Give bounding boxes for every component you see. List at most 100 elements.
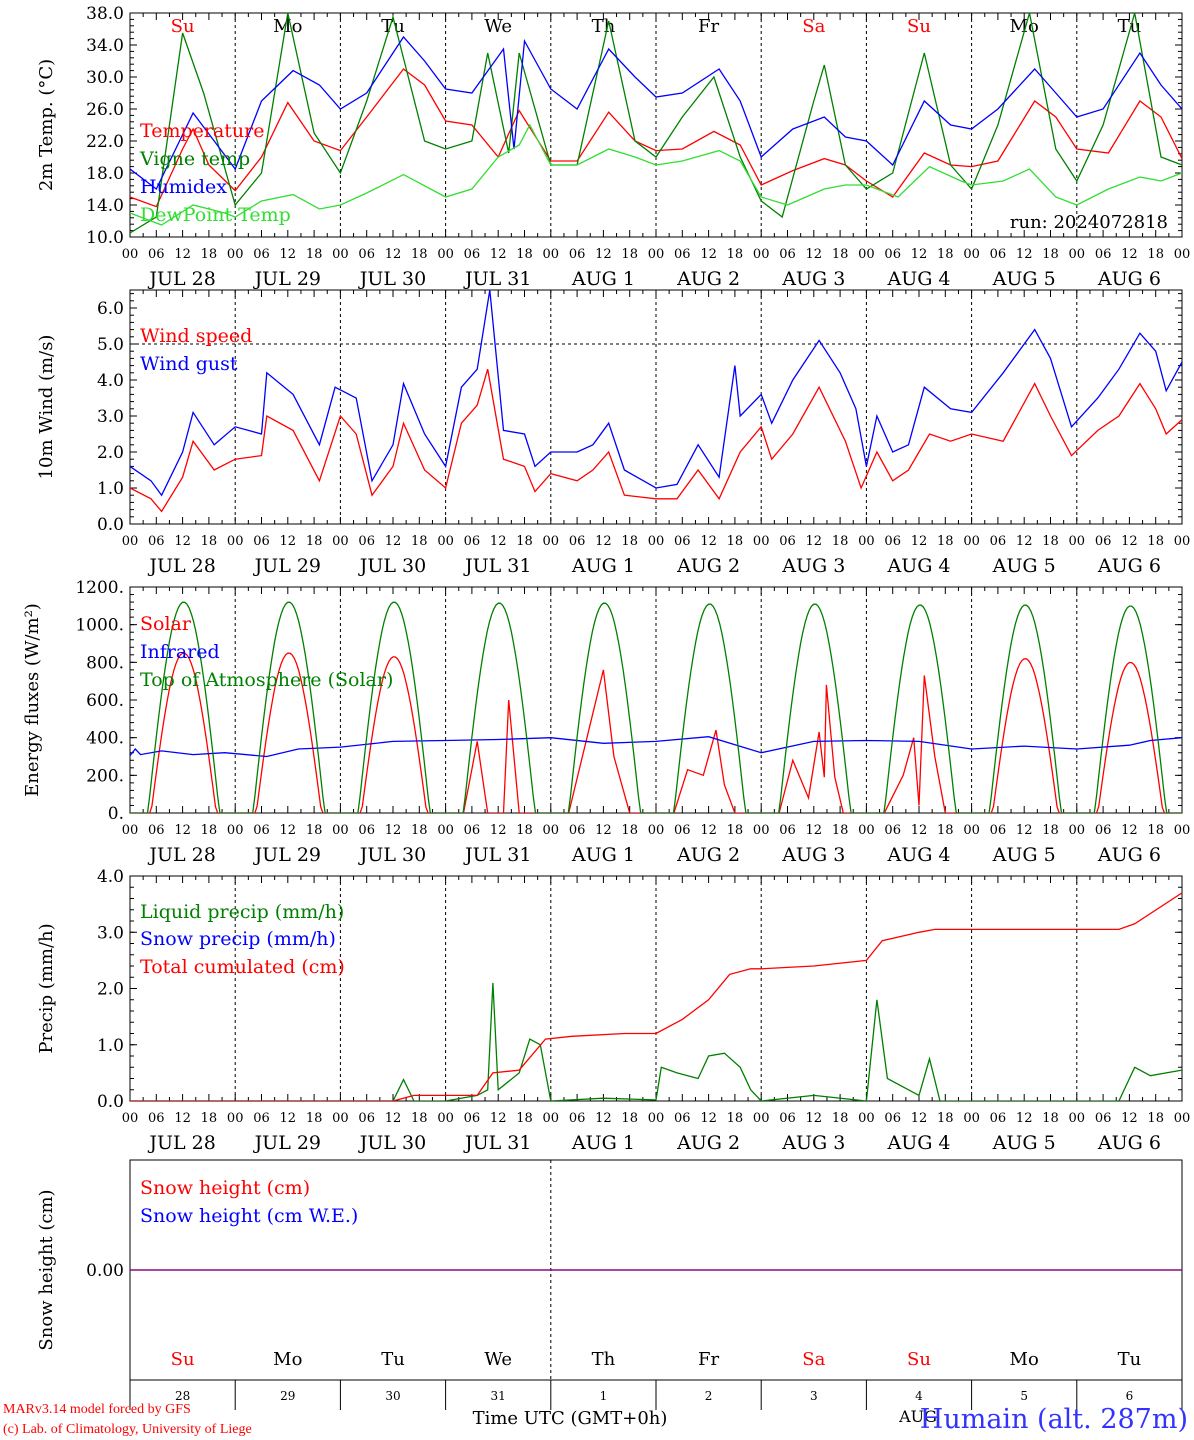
- x-hour-label: 06: [569, 534, 586, 549]
- x-day-label: JUL 31: [463, 268, 531, 290]
- series-group: [130, 601, 1182, 813]
- x-day-label: JUL 31: [463, 555, 531, 577]
- x-hour-label: 18: [201, 534, 218, 549]
- run-annotation: run: 2024072818: [1010, 212, 1168, 233]
- x-hour-label: 12: [280, 247, 297, 262]
- x-hour-label: 12: [700, 823, 717, 838]
- y-axis-title: Energy fluxes (W/m²): [22, 603, 43, 797]
- x-hour-label: 06: [569, 1111, 586, 1126]
- x-hour-label: 00: [963, 1111, 980, 1126]
- x-day-label: AUG 1: [571, 844, 635, 866]
- x-day-label: JUL 28: [147, 1132, 215, 1154]
- weekday-label: Fr: [698, 1349, 719, 1370]
- day-number: 31: [491, 1389, 506, 1403]
- legend-entry: Liquid precip (mm/h): [140, 901, 344, 923]
- weekday-label: Mo: [273, 16, 302, 37]
- x-hour-label: 06: [1095, 247, 1112, 262]
- series-group: [130, 13, 1182, 234]
- x-hour-label: 00: [1174, 247, 1191, 262]
- panel-3: 0. 200. 400. 600. 800. 1000. 1200. Energy fluxe…: [22, 578, 1190, 866]
- x-hour-label: 00: [543, 247, 560, 262]
- x-hour-label: 12: [280, 534, 297, 549]
- legend-entry: Infrared: [140, 641, 220, 663]
- x-hour-label: 18: [516, 823, 533, 838]
- x-hour-label: 00: [543, 534, 560, 549]
- x-hour-label: 00: [1174, 823, 1191, 838]
- x-hour-label: 06: [884, 247, 901, 262]
- x-hour-label: 06: [674, 534, 691, 549]
- x-hour-label: 06: [674, 823, 691, 838]
- x-hour-label: 06: [358, 534, 375, 549]
- x-day-label: JUL 29: [253, 555, 321, 577]
- x-hour-label: 12: [700, 534, 717, 549]
- y-tick-label: 4.0: [97, 371, 124, 391]
- x-hour-label: 18: [411, 247, 428, 262]
- weekday-label: Su: [171, 1349, 195, 1370]
- x-hour-label: 06: [990, 823, 1007, 838]
- series-line-liquid-precip-mm-h-: [130, 982, 1182, 1101]
- x-hour-label: 18: [727, 823, 744, 838]
- y-tick-label: 18.0: [86, 164, 124, 184]
- x-hour-label: 00: [648, 247, 665, 262]
- weekday-label: Su: [907, 1349, 931, 1370]
- x-hour-label: 12: [174, 534, 191, 549]
- x-hour-label: 12: [1016, 247, 1033, 262]
- x-hour-label: 06: [569, 247, 586, 262]
- x-day-label: AUG 1: [571, 555, 635, 577]
- x-hour-label: 18: [1042, 534, 1059, 549]
- x-hour-label: 06: [148, 823, 165, 838]
- legend-entry: Wind speed: [140, 325, 252, 347]
- station-name: Humain (alt. 287m): [920, 1404, 1188, 1435]
- x-hour-label: 00: [1069, 247, 1086, 262]
- x-hour-label: 06: [148, 534, 165, 549]
- x-hour-label: 00: [437, 247, 454, 262]
- month-label: AUG: [898, 1407, 937, 1426]
- y-tick-label: 3.0: [97, 407, 124, 427]
- x-hour-label: 12: [174, 1111, 191, 1126]
- x-day-label: JUL 30: [358, 1132, 426, 1154]
- x-hour-label: 18: [937, 247, 954, 262]
- y-tick-label: 200.: [86, 766, 124, 786]
- panel-4: 0.0 1.0 2.0 3.0 4.0 Precip (mm/h) 00 06 12 18 JUL …: [36, 867, 1190, 1154]
- series-line-temperature: [130, 68, 1182, 208]
- x-hour-label: 06: [358, 1111, 375, 1126]
- day-number: 3: [810, 1389, 818, 1403]
- x-hour-label: 00: [437, 534, 454, 549]
- day-number: 1: [600, 1389, 608, 1403]
- x-hour-label: 06: [569, 823, 586, 838]
- x-day-label: JUL 30: [358, 268, 426, 290]
- x-hour-label: 06: [779, 823, 796, 838]
- x-hour-label: 12: [280, 823, 297, 838]
- x-hour-label: 18: [621, 247, 638, 262]
- x-hour-label: 00: [963, 247, 980, 262]
- x-hour-label: 18: [306, 1111, 323, 1126]
- x-day-label: AUG 6: [1097, 1132, 1161, 1154]
- x-day-label: AUG 3: [781, 555, 845, 577]
- x-hour-label: 12: [595, 247, 612, 262]
- x-hour-label: 00: [332, 1111, 349, 1126]
- x-hour-label: 00: [543, 823, 560, 838]
- x-hour-label: 12: [174, 823, 191, 838]
- x-day-label: JUL 31: [463, 844, 531, 866]
- y-tick-label: 14.0: [86, 196, 124, 216]
- x-day-label: JUL 31: [463, 1132, 531, 1154]
- x-day-label: AUG 6: [1097, 555, 1161, 577]
- x-hour-label: 18: [621, 534, 638, 549]
- x-hour-label: 12: [911, 534, 928, 549]
- x-day-label: AUG 3: [781, 1132, 845, 1154]
- x-hour-label: 00: [227, 247, 244, 262]
- x-hour-label: 06: [464, 247, 481, 262]
- x-hour-label: 00: [1069, 1111, 1086, 1126]
- x-hour-label: 06: [253, 823, 270, 838]
- x-hour-label: 12: [1016, 823, 1033, 838]
- x-hour-label: 12: [806, 1111, 823, 1126]
- x-hour-label: 12: [1121, 247, 1138, 262]
- y-tick-label: 800.: [86, 653, 124, 673]
- x-hour-label: 18: [1042, 823, 1059, 838]
- x-day-label: JUL 28: [147, 555, 215, 577]
- x-hour-label: 00: [227, 823, 244, 838]
- x-hour-label: 06: [253, 1111, 270, 1126]
- x-day-label: AUG 4: [886, 844, 950, 866]
- x-hour-label: 06: [358, 823, 375, 838]
- x-hour-label: 18: [832, 1111, 849, 1126]
